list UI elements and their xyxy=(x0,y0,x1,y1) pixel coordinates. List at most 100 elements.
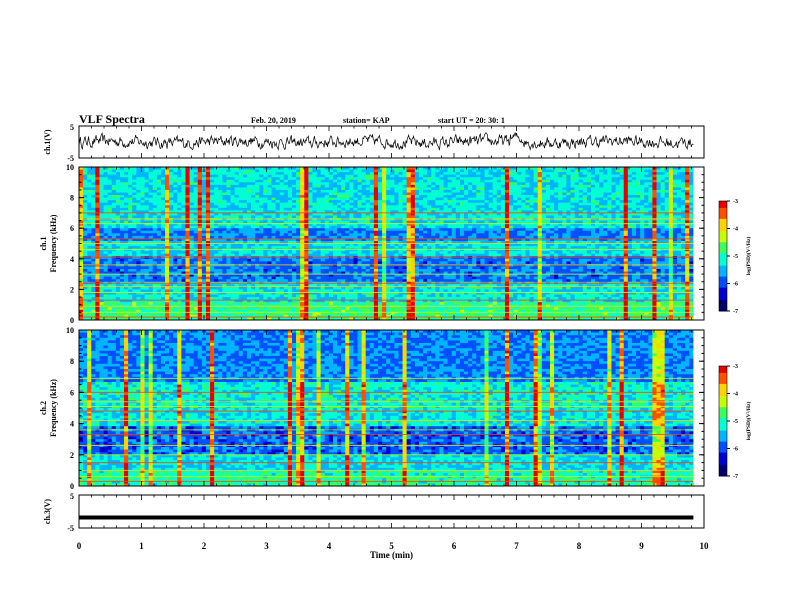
heatmap-cell xyxy=(226,258,231,262)
heatmap-cell xyxy=(169,202,174,206)
heatmap-cell xyxy=(119,192,125,196)
heatmap-cell xyxy=(337,233,342,237)
heatmap-cell xyxy=(136,189,141,193)
heatmap-cell xyxy=(152,228,158,232)
heatmap-cell xyxy=(287,302,293,306)
heatmap-cell xyxy=(349,169,354,173)
heatmap-cell xyxy=(148,195,154,198)
heatmap-cell xyxy=(87,212,92,216)
heatmap-cell xyxy=(291,235,297,239)
heatmap-cell xyxy=(222,269,227,272)
heatmap-cell xyxy=(218,205,223,209)
heatmap-cell xyxy=(296,225,301,229)
heatmap-cell xyxy=(263,261,268,265)
heatmap-cell xyxy=(402,174,408,178)
heatmap-cell xyxy=(275,297,281,300)
heatmap-cell xyxy=(402,289,408,293)
heatmap-cell xyxy=(234,167,240,170)
heatmap-cell xyxy=(238,284,244,288)
heatmap-cell xyxy=(337,197,342,201)
heatmap-cell xyxy=(271,225,276,229)
heatmap-cell xyxy=(287,177,293,181)
heatmap-cell xyxy=(271,279,276,283)
heatmap-cell xyxy=(152,184,158,188)
heatmap-cell xyxy=(406,167,412,170)
heatmap-cell xyxy=(230,174,236,178)
heatmap-cell xyxy=(312,276,317,280)
heatmap-cell xyxy=(173,205,178,209)
heatmap-cell xyxy=(267,307,272,311)
heatmap-cell xyxy=(99,220,104,224)
heatmap-cell xyxy=(242,225,248,229)
heatmap-cell xyxy=(177,207,182,211)
heatmap-cell xyxy=(210,299,215,303)
heatmap-cell xyxy=(271,289,276,293)
heatmap-cell xyxy=(328,179,334,183)
heatmap-cell xyxy=(271,182,276,186)
heatmap-cell xyxy=(197,258,203,262)
heatmap-cell xyxy=(386,205,391,209)
heatmap-cell xyxy=(218,177,223,181)
heatmap-cell xyxy=(140,314,145,318)
heatmap-cell xyxy=(246,240,252,244)
heatmap-cell xyxy=(115,215,121,219)
heatmap-cell xyxy=(394,202,399,206)
heatmap-cell xyxy=(255,246,260,249)
heatmap-cell xyxy=(103,169,109,173)
heatmap-cell xyxy=(79,223,84,227)
heatmap-cell xyxy=(386,302,391,306)
heatmap-cell xyxy=(328,269,334,272)
heatmap-cell xyxy=(136,187,141,191)
heatmap-cell xyxy=(283,261,289,265)
heatmap-cell xyxy=(87,279,92,283)
heatmap-cell xyxy=(275,235,281,239)
heatmap-cell xyxy=(312,317,317,320)
heatmap-cell xyxy=(242,215,248,219)
heatmap-cell xyxy=(345,182,350,186)
heatmap-cell xyxy=(246,212,252,216)
heatmap-cell xyxy=(373,246,379,249)
heatmap-cell xyxy=(390,235,395,239)
heatmap-cell xyxy=(275,174,281,178)
heatmap-cell xyxy=(267,297,272,300)
heatmap-cell xyxy=(160,172,166,176)
heatmap-cell xyxy=(185,210,190,214)
heatmap-cell xyxy=(402,314,408,318)
heatmap-cell xyxy=(283,223,289,227)
heatmap-cell xyxy=(246,294,252,298)
heatmap-cell xyxy=(218,294,223,298)
heatmap-cell xyxy=(148,307,154,311)
heatmap-cell xyxy=(324,202,330,206)
heatmap-cell xyxy=(320,212,326,216)
heatmap-cell xyxy=(291,172,297,176)
heatmap-cell xyxy=(390,202,395,206)
heatmap-cell xyxy=(111,182,117,186)
heatmap-cell xyxy=(87,314,92,318)
heatmap-cell xyxy=(267,215,272,219)
heatmap-cell xyxy=(103,238,109,242)
heatmap-cell xyxy=(185,274,190,278)
heatmap-cell xyxy=(165,294,170,298)
heatmap-cell xyxy=(79,215,84,219)
heatmap-cell xyxy=(320,200,326,204)
heatmap-cell xyxy=(341,228,346,232)
heatmap-cell xyxy=(373,210,379,214)
heatmap-cell xyxy=(189,279,195,283)
heatmap-cell xyxy=(230,197,236,201)
heatmap-cell xyxy=(296,215,301,219)
heatmap-cell xyxy=(369,284,375,288)
heatmap-cell xyxy=(140,200,145,204)
heatmap-cell xyxy=(242,238,248,242)
heatmap-cell xyxy=(181,258,186,262)
heatmap-cell xyxy=(259,174,264,178)
heatmap-cell xyxy=(337,174,342,178)
heatmap-cell xyxy=(136,261,141,265)
heatmap-cell xyxy=(222,274,227,278)
heatmap-cell xyxy=(267,195,272,198)
heatmap-cell xyxy=(205,317,211,320)
heatmap-cell xyxy=(115,276,121,280)
heatmap-cell xyxy=(91,223,96,227)
heatmap-cell xyxy=(99,297,104,300)
heatmap-cell xyxy=(140,289,145,293)
